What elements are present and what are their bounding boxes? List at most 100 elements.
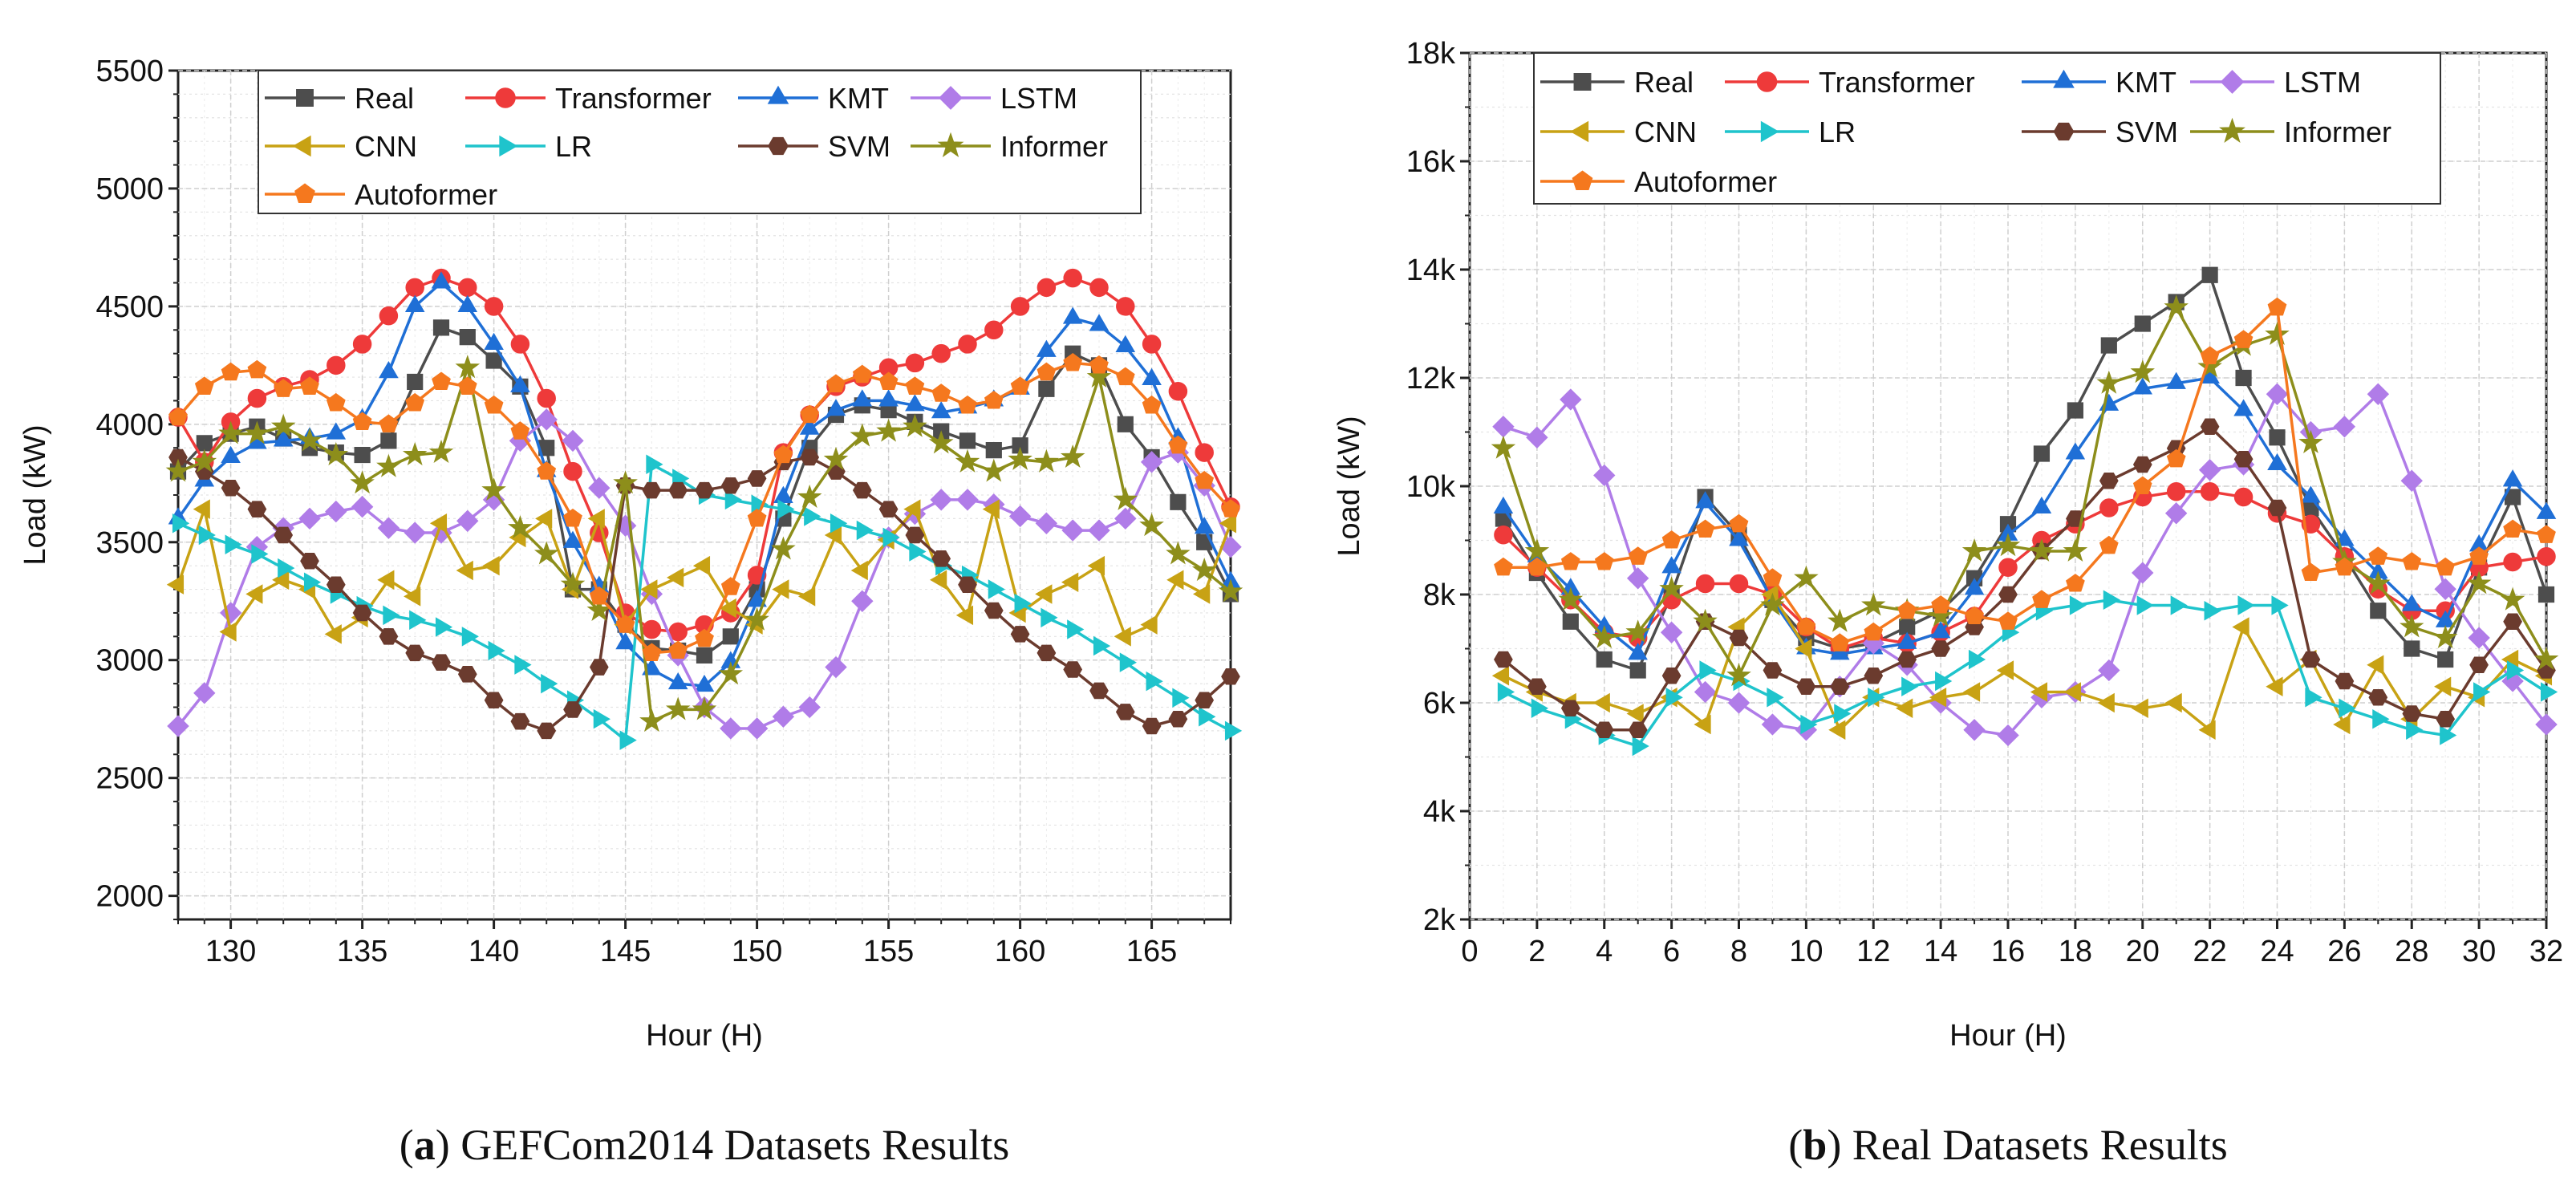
chart-a-point-informer [1191, 557, 1217, 582]
chart-b-point-transformer [1729, 574, 1749, 594]
chart-b-point-lstm [2468, 627, 2490, 649]
chart-a-point-transformer [1036, 278, 1057, 298]
chart-a-point-autoformer [432, 371, 451, 391]
chart-b-point-cnn [2097, 692, 2115, 713]
chart-b-point-cnn [2131, 698, 2148, 718]
chart-a-point-lr [724, 489, 743, 510]
chart-b-caption-letter: b [1803, 1121, 1827, 1169]
chart-a-point-lr [251, 544, 269, 564]
chart-a-point-autoformer [984, 390, 1004, 409]
chart-a-point-svm [1089, 682, 1109, 700]
chart-b-point-lstm [1727, 692, 1750, 714]
chart-b-point-autoformer [2032, 590, 2051, 608]
chart-b-point-lstm [1963, 719, 1986, 741]
chart-a-x-tick-label: 140 [469, 935, 519, 968]
chart-a-legend-marker-real [296, 89, 314, 107]
chart-b-point-informer [2298, 430, 2323, 453]
chart-b-point-svm [1560, 700, 1580, 717]
chart-a-point-svm [878, 501, 899, 517]
chart-a-point-lr [804, 506, 821, 526]
chart-b-point-autoformer [1796, 617, 1816, 635]
chart-a-point-svm [1036, 644, 1057, 662]
chart-a-point-svm [352, 604, 372, 622]
chart-a-point-transformer [458, 278, 477, 298]
chart-b-point-svm [2099, 472, 2119, 489]
chart-a-point-cnn [666, 567, 684, 588]
chart-b-point-lr [1935, 671, 1953, 692]
chart-a-series-autoformer [168, 352, 1240, 661]
chart-a-point-cnn [193, 499, 210, 519]
chart-a-point-svm [1115, 704, 1135, 720]
chart-a-point-informer [270, 413, 296, 437]
chart-a-point-lstm [325, 500, 347, 523]
chart-b-point-svm [2132, 456, 2152, 473]
chart-b-point-autoformer [2066, 574, 2085, 592]
chart-a-point-informer [955, 448, 980, 473]
chart-b-point-transformer [2200, 482, 2220, 501]
chart-b-x-tick-label: 2 [1528, 935, 1545, 968]
chart-a-point-lstm [1008, 505, 1032, 528]
chart-b-series [1491, 266, 2559, 757]
chart-b-legend: Real Transformer KMT LSTM CNN LR SVM Informer Au… [1533, 52, 2441, 205]
chart-b-point-autoformer [1661, 530, 1681, 549]
chart-a-point-lstm [193, 682, 216, 704]
chart-a-point-cnn [429, 513, 448, 534]
chart-a-point-autoformer [300, 376, 319, 395]
chart-a-point-lr [830, 513, 848, 534]
chart-a-legend-marker-lr [499, 135, 518, 157]
chart-b-point-informer [2265, 321, 2290, 345]
chart-a-point-informer [192, 448, 217, 473]
chart-a-point-cnn [1140, 615, 1158, 635]
chart-a-point-informer [455, 355, 481, 379]
chart-b-point-cnn [2063, 682, 2081, 702]
chart-a-point-transformer [642, 619, 662, 639]
chart-b-point-lr [1699, 660, 1717, 680]
chart-b-y-tick-label: 2k [1423, 903, 1456, 937]
chart-a-point-informer [850, 423, 875, 447]
chart-b-point-svm [1998, 586, 2018, 603]
chart-a-point-svm [642, 481, 662, 499]
chart-b-point-autoformer [1965, 606, 1984, 625]
chart-b-point-lstm [2501, 670, 2524, 692]
chart-b-point-lr [2136, 595, 2154, 615]
chart-b-point-kmt [1830, 643, 1850, 660]
chart-b-x-tick-label: 4 [1596, 935, 1613, 968]
chart-a-point-lstm [1114, 507, 1137, 530]
chart-b-point-transformer [2099, 498, 2119, 517]
chart-b-point-informer [1524, 538, 1550, 562]
chart-b-point-svm [2335, 672, 2355, 690]
chart-b-point-kmt [1493, 496, 1514, 514]
chart-a-point-kmt [694, 674, 715, 692]
chart-b-point-kmt [2233, 399, 2253, 416]
chart-b-point-svm [1594, 721, 1614, 739]
chart-b-y-tick-label: 12k [1406, 362, 1456, 396]
chart-a-point-svm [432, 654, 451, 671]
chart-a-point-autoformer [931, 384, 951, 402]
chart-a-point-transformer [484, 297, 504, 316]
chart-a-point-lstm [772, 705, 795, 728]
chart-b-point-svm [1729, 629, 1749, 647]
chart-a-point-cnn [719, 598, 736, 619]
chart-a-point-real [1012, 437, 1028, 454]
chart-a-point-lr [1199, 706, 1216, 727]
chart-b-point-real [2067, 402, 2083, 419]
chart-a-point-lr [646, 454, 663, 474]
chart-a-point-lr [909, 542, 927, 562]
chart-b-point-autoformer [2099, 535, 2119, 554]
chart-a-point-lr [856, 520, 874, 541]
chart-a-point-autoformer [1063, 352, 1083, 371]
chart-b-point-real [1562, 613, 1579, 630]
chart-a-point-cnn [456, 560, 473, 581]
chart-a-point-cnn [1035, 584, 1053, 604]
chart-a-point-transformer [1116, 297, 1135, 316]
chart-a-point-real [696, 647, 713, 664]
chart-b-point-cnn [2030, 682, 2048, 702]
chart-b-point-autoformer [1527, 557, 1547, 576]
chart-a-point-autoformer [695, 628, 714, 647]
chart-a-point-autoformer [668, 640, 688, 659]
chart-a-point-cnn [404, 586, 421, 607]
chart-b-caption-text: Real Datasets Results [1852, 1121, 2228, 1169]
chart-a-point-real [1170, 493, 1187, 510]
chart-b-point-informer [1760, 592, 1785, 616]
chart-b-point-autoformer [1763, 568, 1783, 586]
